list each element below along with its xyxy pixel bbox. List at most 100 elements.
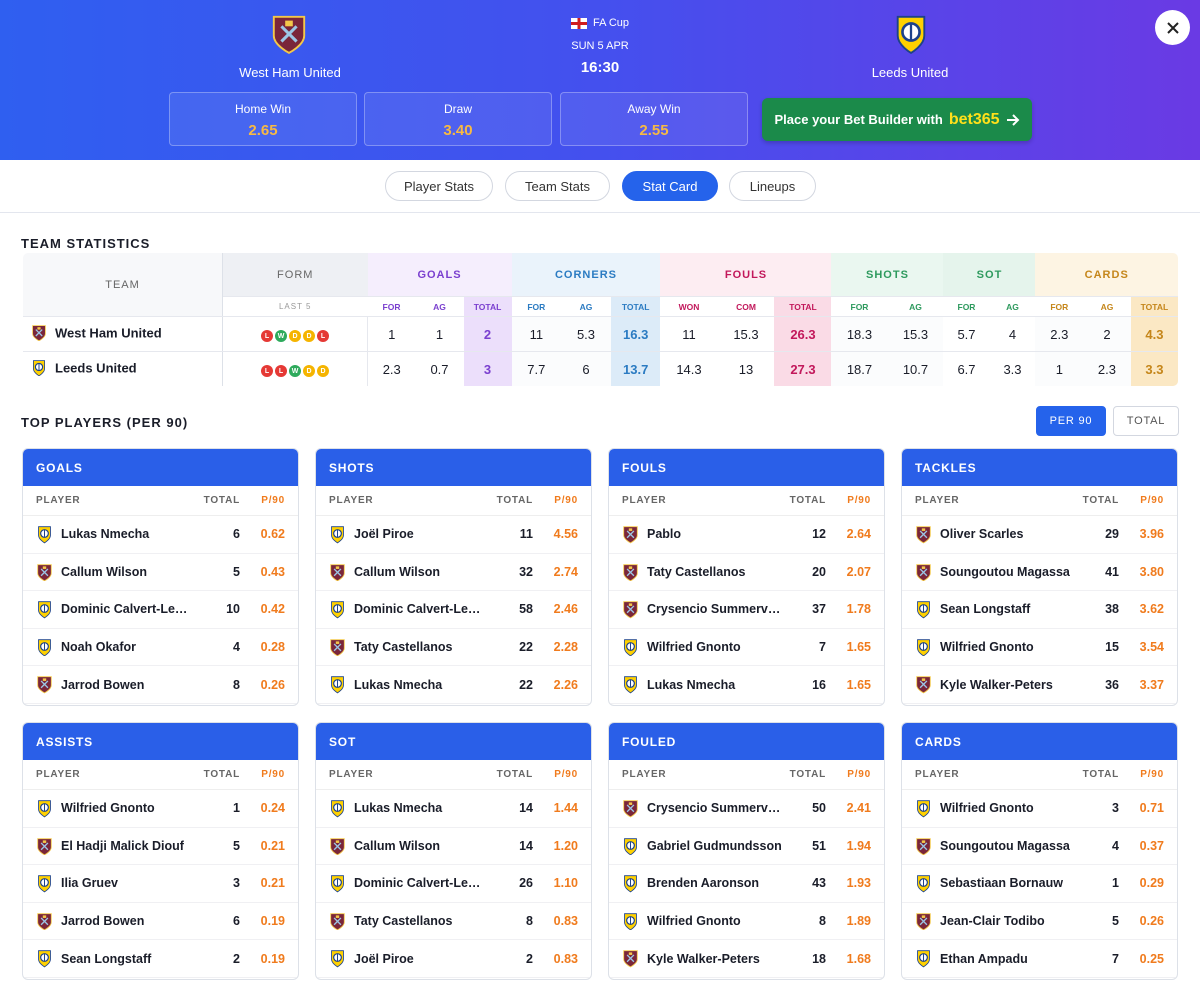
- player-row: Jarrod Bowen 8 0.26: [23, 666, 298, 704]
- player-p90: 0.43: [260, 564, 285, 579]
- west-ham-crest: [37, 563, 52, 581]
- tab[interactable]: Lineups: [729, 171, 816, 201]
- header-row: TEAM FORM GOALS CORNERS FOULS SHOTS SOT CARDS: [23, 253, 1178, 317]
- player-name: Joël Piroe: [354, 951, 414, 966]
- toggle-button[interactable]: PER 90: [1036, 406, 1106, 436]
- stat-value: 2.3: [1083, 351, 1131, 386]
- close-icon: [1166, 21, 1179, 34]
- leeds-crest: [624, 913, 637, 931]
- form-header: FORM: [222, 253, 368, 297]
- player-name: Oliver Scarles: [940, 527, 1024, 542]
- west-ham-crest: [330, 913, 345, 931]
- stat-value: 13: [717, 351, 775, 386]
- player-name: Wilfried Gnonto: [647, 640, 741, 655]
- player-p90: 0.26: [1139, 914, 1164, 929]
- player-total: 20: [812, 564, 826, 579]
- card-title: FOULED: [609, 723, 884, 760]
- tab[interactable]: Stat Card: [622, 171, 718, 201]
- player-p90: 0.24: [260, 801, 285, 816]
- form-badge: W: [289, 365, 301, 378]
- player-p90: 1.68: [846, 951, 871, 966]
- player-row: Wilfried Gnonto 8 1.89: [609, 903, 884, 941]
- odds-box[interactable]: Home Win 2.65: [169, 92, 357, 146]
- player-total: 22: [519, 677, 533, 692]
- player-row: Gabriel Gudmundsson 51 1.94: [609, 828, 884, 866]
- odds-box[interactable]: Draw 3.40: [364, 92, 552, 146]
- stat-value: 4: [989, 316, 1036, 352]
- leeds-crest: [331, 950, 344, 968]
- stat-value: 3: [463, 351, 512, 386]
- p90-header: P/90: [847, 495, 871, 506]
- leeds-crest: [33, 359, 45, 376]
- player-total: 4: [1112, 838, 1119, 853]
- team-name: Leeds United: [55, 360, 137, 376]
- player-p90: 0.62: [260, 527, 285, 542]
- stat-value: 15.3: [717, 316, 775, 352]
- player-row: Callum Wilson 32 2.74: [316, 554, 591, 592]
- player-name: Jean-Clair Todibo: [940, 914, 1045, 929]
- player-p90: 0.19: [260, 914, 285, 929]
- odds-value: 2.55: [639, 122, 669, 139]
- player-p90: 1.94: [846, 838, 871, 853]
- player-p90: 1.89: [846, 914, 871, 929]
- column-headers: PLAYER TOTAL P/90: [609, 760, 884, 790]
- player-name: Lukas Nmecha: [61, 527, 150, 542]
- player-name: Kyle Walker-Peters: [647, 951, 760, 966]
- leeds-crest: [331, 676, 344, 694]
- crest: [622, 600, 639, 619]
- crest: [329, 525, 346, 544]
- form-badge: W: [275, 330, 287, 343]
- crest: [36, 675, 53, 694]
- player-name: Jarrod Bowen: [61, 677, 145, 692]
- player-header: PLAYER: [36, 769, 81, 780]
- group-header: SOT: [943, 253, 1036, 297]
- home-crest: [270, 13, 308, 60]
- column-header: TOTAL: [463, 296, 512, 317]
- player-name: El Hadji Malick Diouf: [61, 838, 184, 853]
- leeds-crest: [331, 601, 344, 619]
- player-p90: 2.74: [553, 564, 578, 579]
- column-headers: PLAYER TOTAL P/90: [902, 760, 1177, 790]
- form-badge: D: [303, 365, 315, 378]
- player-header: PLAYER: [622, 769, 667, 780]
- team-cell: West Ham United: [23, 316, 223, 352]
- player-card: SOT PLAYER TOTAL P/90 Lukas Nmecha 14 1.44 Call…: [315, 722, 592, 980]
- form-badge: L: [261, 330, 273, 343]
- crest: [36, 912, 53, 931]
- player-p90: 2.46: [553, 602, 578, 617]
- odds-box[interactable]: Away Win 2.55: [560, 92, 748, 146]
- bet-builder-button[interactable]: Place your Bet Builder with bet365: [762, 98, 1032, 141]
- player-name: Dominic Calvert-Le…: [354, 876, 481, 891]
- player-name: Crysencio Summerv…: [647, 801, 781, 816]
- player-name: Taty Castellanos: [354, 640, 453, 655]
- form-badge: L: [317, 330, 329, 343]
- stat-value: 1: [367, 316, 416, 352]
- form-badge: D: [303, 330, 315, 343]
- west-ham-crest: [623, 800, 638, 818]
- player-header: PLAYER: [915, 495, 960, 506]
- leeds-crest: [624, 837, 637, 855]
- crest: [915, 600, 932, 619]
- tab[interactable]: Player Stats: [385, 171, 493, 201]
- player-total: 38: [1105, 602, 1119, 617]
- player-name: Jarrod Bowen: [61, 914, 145, 929]
- form-badge: D: [317, 365, 329, 378]
- player-total: 37: [812, 602, 826, 617]
- stat-value: 1: [1035, 351, 1084, 386]
- leeds-crest: [917, 950, 930, 968]
- player-p90: 0.83: [553, 914, 578, 929]
- player-header: PLAYER: [915, 769, 960, 780]
- player-row: Wilfried Gnonto 15 3.54: [902, 629, 1177, 667]
- player-row: Wilfried Gnonto 7 1.65: [609, 629, 884, 667]
- player-card: GOALS PLAYER TOTAL P/90 Lukas Nmecha 6 0.62 Cal…: [22, 448, 299, 706]
- player-total: 14: [519, 801, 533, 816]
- west-ham-crest: [623, 950, 638, 968]
- crest: [622, 563, 639, 582]
- player-total: 7: [819, 640, 826, 655]
- toggle-button[interactable]: TOTAL: [1113, 406, 1179, 436]
- close-button[interactable]: [1155, 10, 1190, 45]
- tab[interactable]: Team Stats: [505, 171, 610, 201]
- away-crest: [892, 13, 930, 60]
- group-header: CORNERS: [511, 253, 661, 297]
- player-name: Sean Longstaff: [61, 951, 152, 966]
